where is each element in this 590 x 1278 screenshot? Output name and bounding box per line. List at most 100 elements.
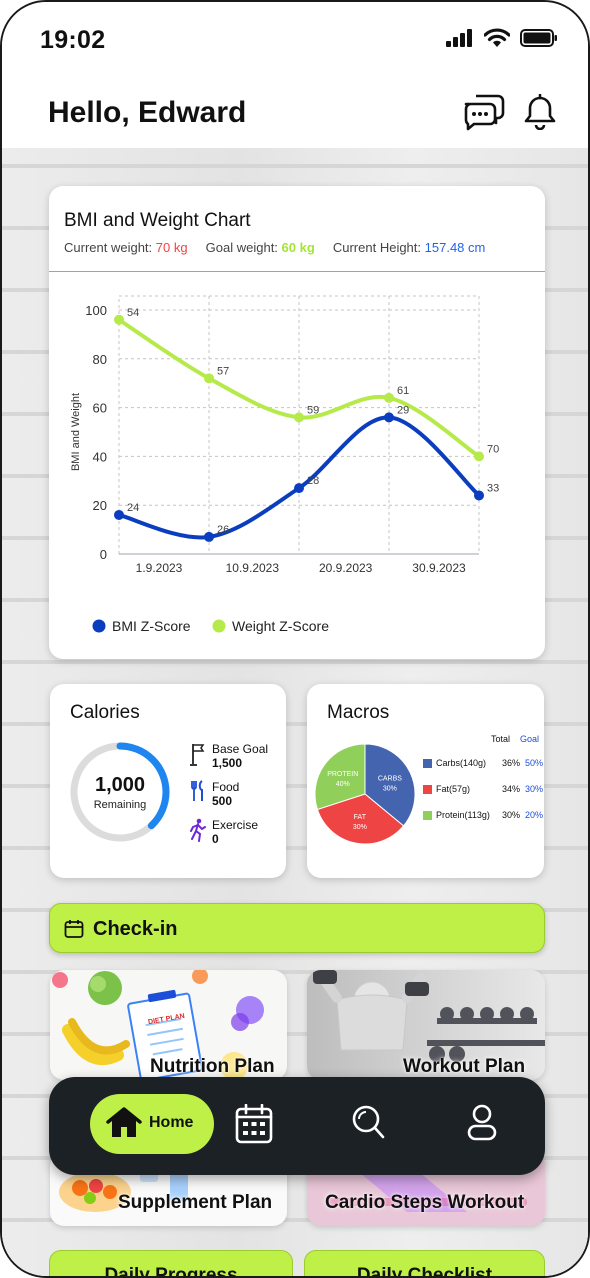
greeting-title: Hello, Edward bbox=[48, 96, 247, 129]
chat-icon[interactable] bbox=[462, 92, 506, 132]
flag-icon bbox=[190, 744, 205, 766]
status-bar: 19:02 bbox=[2, 2, 588, 78]
status-time: 19:02 bbox=[40, 26, 106, 54]
calories-ring-graphic bbox=[70, 742, 170, 842]
calendar-nav-icon[interactable] bbox=[235, 1104, 273, 1144]
pie-slice-name: CARBS bbox=[378, 775, 402, 782]
signal-icon bbox=[446, 29, 472, 47]
daily-checklist-label: Daily Checklist bbox=[356, 1265, 493, 1278]
supplement-plan-label: Supplement Plan bbox=[118, 1192, 273, 1213]
data-point bbox=[114, 509, 124, 520]
pie-slice-pct: 30% bbox=[353, 824, 367, 831]
data-label: 70 bbox=[487, 443, 499, 455]
legend-total-protein: 30% bbox=[502, 810, 521, 820]
pie-slice-pct: 30% bbox=[383, 785, 397, 792]
nutrition-plan-label: Nutrition Plan bbox=[150, 1056, 275, 1077]
calories-card[interactable]: Calories 1,000 Remaining Base Goal 1 bbox=[50, 684, 286, 878]
legend-swatch-carbs bbox=[423, 758, 432, 768]
data-label: 61 bbox=[397, 385, 409, 397]
data-point bbox=[204, 531, 214, 542]
status-icons bbox=[446, 28, 558, 48]
data-point bbox=[384, 392, 394, 403]
y-tick-label: 20 bbox=[93, 498, 107, 513]
data-label: 33 bbox=[487, 482, 499, 494]
y-tick-label: 100 bbox=[85, 303, 107, 318]
base-goal-item: Base Goal 1,500 bbox=[190, 742, 268, 770]
wifi-icon bbox=[484, 28, 510, 47]
bmi-divider bbox=[49, 271, 545, 272]
battery-icon bbox=[520, 29, 557, 47]
legend-total-header: Total bbox=[490, 734, 510, 744]
bell-icon[interactable] bbox=[524, 94, 556, 130]
macros-pie-chart: CARBS 30% FAT 30% PROTEIN 40% bbox=[314, 743, 416, 845]
calories-remaining-value: 1,000 bbox=[94, 773, 146, 796]
nutrition-plan-tile[interactable]: DIET PLAN Nutrition Plan bbox=[50, 970, 287, 1080]
legend-goal-protein: 20% bbox=[524, 810, 543, 820]
x-tick-label: 10.9.2023 bbox=[226, 561, 280, 575]
calories-title: Calories bbox=[70, 702, 140, 723]
food-item: Food 500 bbox=[190, 780, 268, 808]
search-nav-icon[interactable] bbox=[351, 1104, 385, 1140]
legend-label-protein: Protein(113g) bbox=[436, 810, 490, 820]
data-point bbox=[474, 451, 484, 462]
data-label: 54 bbox=[127, 307, 139, 319]
exercise-item: Exercise 0 bbox=[190, 818, 268, 846]
data-point bbox=[204, 373, 214, 384]
checkin-label: Check-in bbox=[93, 918, 178, 940]
current-weight-label: Current weight: bbox=[64, 240, 153, 255]
data-point bbox=[294, 412, 304, 423]
calendar-icon bbox=[64, 920, 84, 938]
calories-ring: 1,000 Remaining bbox=[68, 740, 172, 844]
data-label: 26 bbox=[217, 524, 229, 536]
exercise-value: 0 bbox=[212, 832, 219, 846]
data-label: 24 bbox=[127, 502, 139, 514]
cardio-workout-label: Cardio Steps Workout bbox=[325, 1192, 525, 1213]
exercise-label: Exercise bbox=[212, 818, 259, 832]
macros-card[interactable]: Macros CARBS 30% FAT 30% PROTEIN 40% Total Go… bbox=[307, 684, 544, 878]
y-axis-label: BMI and Weight bbox=[70, 393, 82, 471]
pie-slice bbox=[316, 793, 405, 845]
data-point bbox=[384, 412, 394, 423]
data-label: 28 bbox=[307, 475, 319, 487]
calories-remaining-label: Remaining bbox=[93, 798, 147, 811]
pie-slice bbox=[364, 743, 416, 827]
legend-total-carbs: 36% bbox=[502, 758, 521, 768]
daily-checklist-button[interactable]: Daily Checklist bbox=[304, 1250, 545, 1278]
legend-goal-carbs: 50% bbox=[524, 758, 543, 768]
pie-slice-pct: 40% bbox=[336, 781, 350, 788]
bmi-card-title: BMI and Weight Chart bbox=[64, 210, 251, 231]
current-weight-value: 70 kg bbox=[155, 240, 188, 255]
profile-nav-icon[interactable] bbox=[467, 1104, 497, 1142]
nav-home-button[interactable]: Home bbox=[90, 1094, 214, 1154]
pie-slice-name: FAT bbox=[354, 814, 367, 821]
daily-progress-button[interactable]: Daily Progress bbox=[49, 1250, 293, 1278]
header-actions bbox=[462, 92, 556, 132]
checkin-button[interactable]: Check-in bbox=[49, 903, 545, 953]
bmi-stats-row: Current weight: 70 kg Goal weight: 60 kg… bbox=[64, 240, 485, 255]
nutrition-illustration bbox=[52, 970, 264, 1080]
legend-label-carbs: Carbs(140g) bbox=[436, 758, 487, 768]
data-point bbox=[114, 314, 124, 325]
nav-home-label: Home bbox=[149, 1114, 194, 1131]
macros-title: Macros bbox=[327, 702, 390, 723]
data-point bbox=[474, 490, 484, 501]
legend-marker bbox=[92, 619, 106, 633]
base-goal-label: Base Goal bbox=[212, 742, 269, 756]
y-tick-label: 60 bbox=[93, 401, 107, 416]
workout-plan-tile[interactable]: Workout Plan bbox=[307, 970, 545, 1080]
bmi-weight-card: BMI and Weight Chart Current weight: 70 … bbox=[49, 186, 545, 659]
legend-label-fat: Fat(57g) bbox=[436, 784, 471, 794]
legend-goal-header: Goal bbox=[519, 734, 539, 744]
daily-progress-label: Daily Progress bbox=[104, 1265, 238, 1278]
calories-breakdown: Base Goal 1,500 Food 500 bbox=[190, 742, 268, 856]
legend-marker bbox=[212, 619, 226, 633]
legend-swatch-protein bbox=[423, 810, 432, 820]
ring-center: 1,000 Remaining bbox=[68, 740, 172, 844]
data-label: 29 bbox=[397, 404, 409, 416]
pie-slice bbox=[314, 743, 366, 811]
data-label: 59 bbox=[307, 404, 319, 416]
legend-row-fat: Fat(57g) 34% 30% bbox=[423, 784, 543, 794]
legend-entry: Weight Z-Score bbox=[232, 618, 329, 634]
app-header: Hello, Edward bbox=[2, 78, 588, 148]
workout-illustration bbox=[313, 970, 545, 1062]
